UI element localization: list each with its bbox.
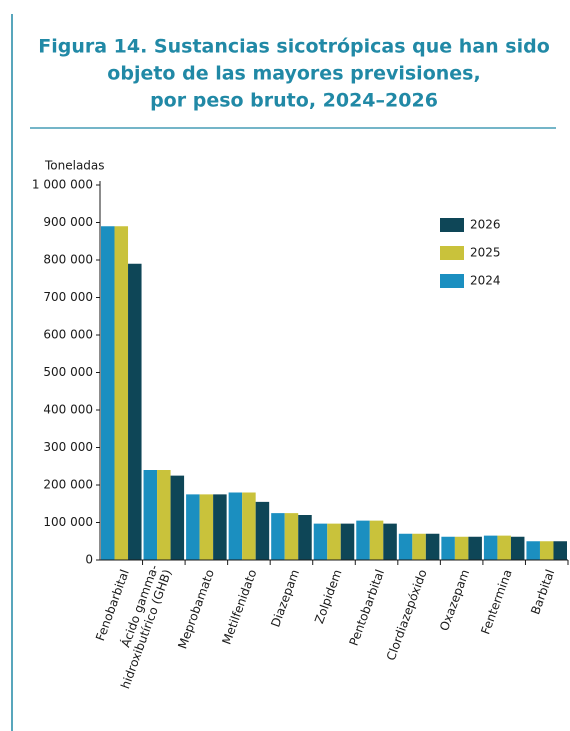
- x-tick-label: Meprobamato: [175, 567, 217, 650]
- bar: [454, 536, 469, 560]
- y-tick-label: 200 000: [43, 478, 93, 492]
- legend-swatch: [440, 218, 464, 232]
- y-tick-label: 800 000: [43, 253, 93, 267]
- chart-title: objeto de las mayores previsiones,: [107, 63, 480, 85]
- bar: [383, 523, 397, 560]
- y-tick-label: 600 000: [43, 328, 93, 342]
- x-tick-label: Clordiazepóxido: [383, 567, 429, 662]
- chart-title: Figura 14. Sustancias sicotrópicas que h…: [38, 36, 550, 58]
- bar: [228, 492, 243, 560]
- bar: [128, 263, 142, 560]
- bar: [213, 494, 227, 560]
- x-tick-label-line: Meprobamato: [175, 567, 217, 650]
- legend-label: 2026: [470, 218, 501, 232]
- x-tick-label-line: Zolpidem: [312, 567, 344, 625]
- bar: [369, 520, 384, 560]
- bar: [101, 226, 115, 560]
- legend-label: 2025: [470, 246, 501, 260]
- x-tick-label: Barbital: [528, 567, 557, 616]
- bar: [298, 515, 312, 560]
- bar: [398, 533, 413, 560]
- bar: [510, 536, 525, 560]
- bar: [284, 513, 299, 560]
- y-tick-label: 1 000 000: [32, 178, 93, 192]
- bar: [313, 523, 328, 560]
- x-tick-label-line: Pentobarbital: [346, 567, 387, 647]
- bar: [199, 494, 214, 560]
- chart-title: por peso bruto, 2024–2026: [150, 90, 438, 112]
- bar: [356, 520, 370, 560]
- x-tick-label: Diazepam: [268, 567, 302, 628]
- y-axis-label: Toneladas: [44, 159, 105, 173]
- bar: [340, 523, 355, 560]
- y-tick-label: 500 000: [43, 365, 93, 379]
- bar: [526, 541, 540, 560]
- bar: [412, 533, 426, 560]
- bar: [441, 536, 455, 560]
- x-tick-label-line: Oxazepam: [437, 567, 472, 632]
- y-tick-label: 400 000: [43, 403, 93, 417]
- y-tick-label: 0: [85, 553, 93, 567]
- x-tick-label-line: Clordiazepóxido: [383, 567, 429, 662]
- frame-corner: [12, 12, 20, 20]
- bar: [271, 513, 285, 560]
- y-tick-label: 900 000: [43, 215, 93, 229]
- bar: [186, 494, 200, 560]
- x-tick-label-line: Diazepam: [268, 567, 302, 628]
- bar: [497, 535, 511, 560]
- bar: [255, 501, 270, 560]
- bar: [114, 226, 129, 560]
- bar: [327, 523, 341, 560]
- y-tick-label: 700 000: [43, 290, 93, 304]
- y-tick-label: 100 000: [43, 515, 93, 529]
- bar: [242, 492, 256, 560]
- legend-swatch: [440, 246, 464, 260]
- x-tick-label-line: Metilfenidato: [219, 567, 259, 646]
- x-tick-label: Metilfenidato: [219, 567, 259, 646]
- y-tick-label: 300 000: [43, 440, 93, 454]
- bar: [157, 470, 171, 560]
- legend-label: 2024: [470, 274, 501, 288]
- x-tick-label: Pentobarbital: [346, 567, 387, 647]
- bar: [143, 470, 158, 560]
- x-tick-label: Zolpidem: [312, 567, 344, 625]
- legend-swatch: [440, 274, 464, 288]
- bar: [539, 541, 554, 560]
- bar: [483, 535, 498, 560]
- x-tick-label: Oxazepam: [437, 567, 472, 632]
- bar: [553, 541, 567, 560]
- x-tick-label-line: Fentermina: [478, 567, 514, 636]
- x-tick-label: Fentermina: [478, 567, 514, 636]
- bar: [468, 536, 482, 560]
- bar: [425, 533, 440, 560]
- x-tick-label-line: Barbital: [528, 567, 557, 616]
- bar: [170, 475, 185, 560]
